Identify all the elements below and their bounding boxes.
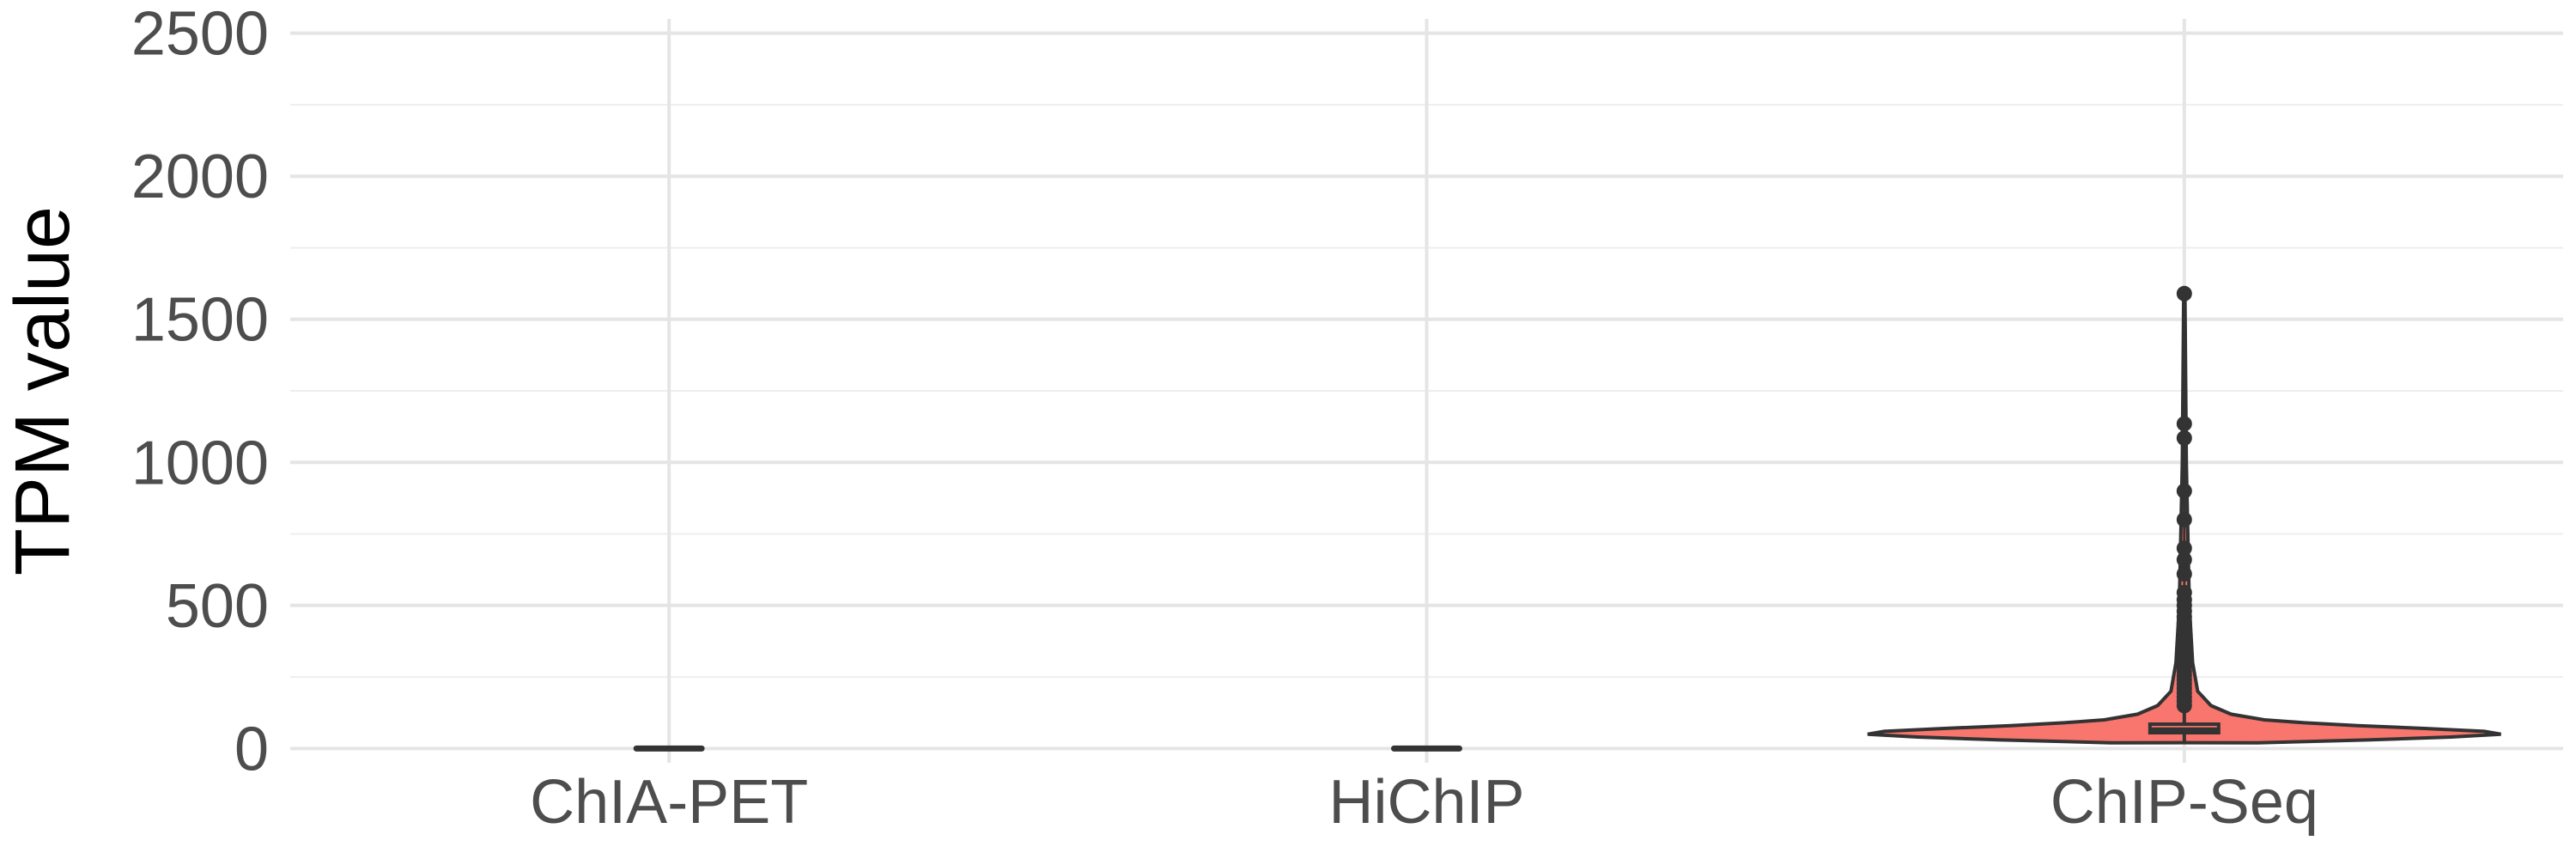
x-axis-ticks: ChIA-PET HiChIP ChIP-Seq [530,768,2318,837]
outlier-point [2176,551,2192,568]
y-tick-label: 0 [234,715,269,783]
y-axis-ticks: 0 500 1000 1500 2000 2500 [131,0,269,783]
x-tick-label: ChIA-PET [530,768,808,837]
outlier-point [2176,566,2192,582]
outlier-point [2176,285,2192,302]
y-axis-label: TPM value [0,206,86,576]
y-tick-label: 1000 [131,429,269,497]
y-tick-label: 2000 [131,143,269,211]
outlier-point [2176,430,2192,446]
y-tick-label: 2500 [131,0,269,69]
outlier-point [2176,584,2192,600]
outlier-point [2176,483,2192,499]
grid [290,19,2563,763]
x-tick-label: HiChIP [1328,768,1524,837]
x-tick-label: ChIP-Seq [2050,768,2318,837]
y-tick-label: 500 [166,572,269,641]
y-tick-label: 1500 [131,286,269,355]
outlier-point [2176,540,2192,557]
violins [633,285,2501,752]
outlier-point [2176,416,2192,432]
outlier-point [2176,511,2192,527]
